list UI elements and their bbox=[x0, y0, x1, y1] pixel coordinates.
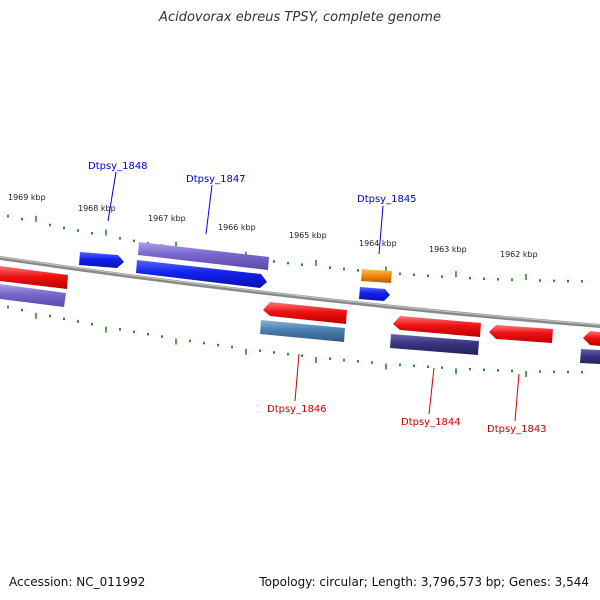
gene-label-dtpsy-1843[interactable]: Dtpsy_1843 bbox=[487, 424, 547, 435]
callout-line-1847 bbox=[205, 184, 213, 235]
gene-label-dtpsy-1845[interactable]: Dtpsy_1845 bbox=[357, 194, 417, 205]
callout-line-1848 bbox=[107, 171, 117, 222]
reverse-strand-genes bbox=[260, 302, 600, 364]
gene-purple-left-edge[interactable] bbox=[0, 284, 66, 307]
gene-dtpsy-1845-inner[interactable] bbox=[359, 287, 390, 301]
forward-strand-genes bbox=[0, 242, 392, 307]
callout-line-1846 bbox=[294, 353, 300, 402]
inner-scale-ruler bbox=[7, 305, 583, 377]
accession-label: Accession: NC_011992 bbox=[9, 575, 146, 589]
gene-dtpsy-1846-inner[interactable] bbox=[260, 320, 345, 342]
gene-dtpsy-1845[interactable] bbox=[361, 269, 392, 283]
topology-label: Topology: circular; Length: 3,796,573 bp… bbox=[259, 575, 589, 589]
kbp-tick-label: 1963 kbp bbox=[429, 245, 467, 254]
gene-label-dtpsy-1847[interactable]: Dtpsy_1847 bbox=[186, 174, 246, 185]
callout-line-1843 bbox=[514, 373, 520, 422]
gene-dtpsy-1844-inner[interactable] bbox=[390, 334, 479, 355]
kbp-tick-label: 1965 kbp bbox=[289, 231, 327, 240]
gene-label-dtpsy-1848[interactable]: Dtpsy_1848 bbox=[88, 161, 148, 172]
gene-dtpsy-1848[interactable] bbox=[79, 252, 124, 268]
gene-label-dtpsy-1846[interactable]: Dtpsy_1846 bbox=[267, 404, 327, 415]
genome-title: Acidovorax ebreus TPSY, complete genome bbox=[159, 10, 441, 25]
gene-dtpsy-1843[interactable] bbox=[489, 325, 553, 343]
kbp-tick-label: 1968 kbp bbox=[78, 204, 116, 213]
kbp-tick-label: 1962 kbp bbox=[500, 250, 538, 259]
kbp-tick-label: 1969 kbp bbox=[8, 193, 46, 202]
kbp-tick-label: 1967 kbp bbox=[148, 214, 186, 223]
genome-backbone bbox=[0, 256, 600, 328]
gene-red-left-edge[interactable] bbox=[0, 266, 68, 289]
gene-red-right-edge[interactable] bbox=[583, 331, 600, 346]
gene-purple-right-edge[interactable] bbox=[580, 349, 600, 364]
gene-dtpsy-1844[interactable] bbox=[393, 316, 481, 337]
callout-line-1845 bbox=[378, 205, 384, 255]
kbp-tick-label: 1964 kbp bbox=[359, 239, 397, 248]
callout-line-1844 bbox=[428, 367, 435, 415]
gene-dtpsy-1847-outer[interactable] bbox=[138, 242, 269, 270]
gene-dtpsy-1846[interactable] bbox=[263, 302, 347, 324]
kbp-tick-label: 1966 kbp bbox=[218, 223, 256, 232]
gene-label-dtpsy-1844[interactable]: Dtpsy_1844 bbox=[401, 417, 461, 428]
gene-dtpsy-1847[interactable] bbox=[136, 260, 267, 288]
